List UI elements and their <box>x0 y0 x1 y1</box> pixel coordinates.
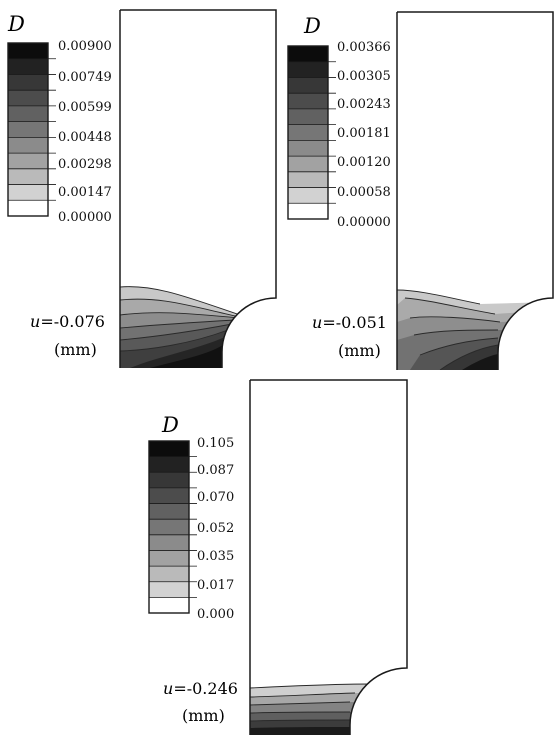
colorbar-swatch <box>8 184 48 201</box>
colorbar-swatch <box>288 46 328 63</box>
colorbar-swatches <box>149 441 197 614</box>
displacement-label: u=-0.246 <box>163 679 238 698</box>
legend-value: 0.00305 <box>337 69 391 84</box>
colorbar-swatch <box>149 597 189 614</box>
colorbar-swatch <box>8 43 48 60</box>
legend-value: 0.00900 <box>58 39 112 54</box>
colorbar-swatch <box>8 168 48 185</box>
colorbar-swatch <box>149 519 189 536</box>
colorbar-swatch <box>288 124 328 141</box>
panel-bottom: D 0.105 0.087 0.070 0.052 0.035 0.017 0.… <box>148 379 408 735</box>
legend-value: 0.00298 <box>58 157 112 172</box>
colorbar-swatches <box>8 43 56 217</box>
colorbar-swatch <box>149 534 189 551</box>
panel-top-left: D 0.00900 0.00749 0.00599 0.00448 0.0029… <box>7 9 277 368</box>
colorbar-swatch <box>8 90 48 107</box>
legend-value: 0.00448 <box>58 130 112 145</box>
specimen-geometry <box>396 11 554 370</box>
specimen-outline <box>119 9 277 368</box>
colorbar-swatch <box>149 550 189 567</box>
specimen-outline <box>249 379 408 735</box>
legend-value: 0.052 <box>197 521 234 536</box>
legend-value: 0.00000 <box>337 215 391 230</box>
colorbar-swatch <box>8 137 48 154</box>
colorbar-swatch <box>149 503 189 520</box>
legend-value: 0.00000 <box>58 210 112 225</box>
damage-contour-field <box>250 683 407 735</box>
legend-value: 0.00147 <box>58 185 112 200</box>
colorbar-swatch <box>288 61 328 78</box>
unit-label: (mm) <box>182 706 225 725</box>
specimen-outline <box>396 11 554 370</box>
legend-value: 0.00181 <box>337 126 391 141</box>
specimen-geometry <box>249 379 408 735</box>
colorbar-swatch <box>288 77 328 94</box>
colorbar <box>148 440 197 614</box>
colorbar-frame <box>7 42 49 217</box>
colorbar-swatch <box>149 581 189 598</box>
colorbar-swatch <box>288 108 328 125</box>
legend-value: 0.105 <box>197 436 234 451</box>
colorbar <box>7 42 56 217</box>
colorbar-swatch <box>288 140 328 157</box>
colorbar-swatch <box>8 105 48 122</box>
colorbar-swatch <box>288 203 328 220</box>
unit-label: (mm) <box>54 340 97 359</box>
legend-title-d: D <box>7 12 25 36</box>
colorbar-swatch <box>149 441 189 457</box>
legend-title-d: D <box>161 413 179 437</box>
colorbar-swatch <box>288 93 328 110</box>
panel-top-right: D 0.00366 0.00305 0.00243 0.00181 0.0012… <box>287 11 554 370</box>
colorbar-frame <box>148 440 190 614</box>
legend-value: 0.00749 <box>58 70 112 85</box>
legend-title-d: D <box>303 14 321 38</box>
colorbar-swatch <box>8 200 48 217</box>
colorbar-swatch <box>8 121 48 138</box>
colorbar-swatch <box>149 487 189 504</box>
colorbar <box>287 45 336 220</box>
damage-contour-field <box>397 289 553 370</box>
legend-value: 0.035 <box>197 549 234 564</box>
colorbar-swatch <box>149 472 189 489</box>
colorbar-swatch <box>288 156 328 173</box>
legend-value: 0.00120 <box>337 155 391 170</box>
colorbar-frame <box>287 45 329 220</box>
legend-value: 0.000 <box>197 607 234 622</box>
colorbar-swatch <box>8 58 48 75</box>
colorbar-swatch <box>288 187 328 204</box>
legend-value: 0.070 <box>197 490 234 505</box>
colorbar-swatches <box>288 46 336 220</box>
displacement-label: u=-0.051 <box>312 313 387 332</box>
legend-value: 0.00599 <box>58 100 112 115</box>
colorbar-swatch <box>8 74 48 91</box>
legend-value: 0.087 <box>197 463 234 478</box>
colorbar-swatch <box>149 456 189 473</box>
legend-value: 0.00366 <box>337 40 391 55</box>
colorbar-swatch <box>288 171 328 188</box>
colorbar-swatch <box>8 153 48 170</box>
displacement-label: u=-0.076 <box>30 312 105 331</box>
legend-value: 0.00243 <box>337 97 391 112</box>
damage-contour-field <box>120 286 276 368</box>
unit-label: (mm) <box>338 341 381 360</box>
specimen-geometry <box>119 9 277 368</box>
legend-value: 0.00058 <box>337 185 391 200</box>
colorbar-swatch <box>149 566 189 583</box>
legend-value: 0.017 <box>197 578 234 593</box>
